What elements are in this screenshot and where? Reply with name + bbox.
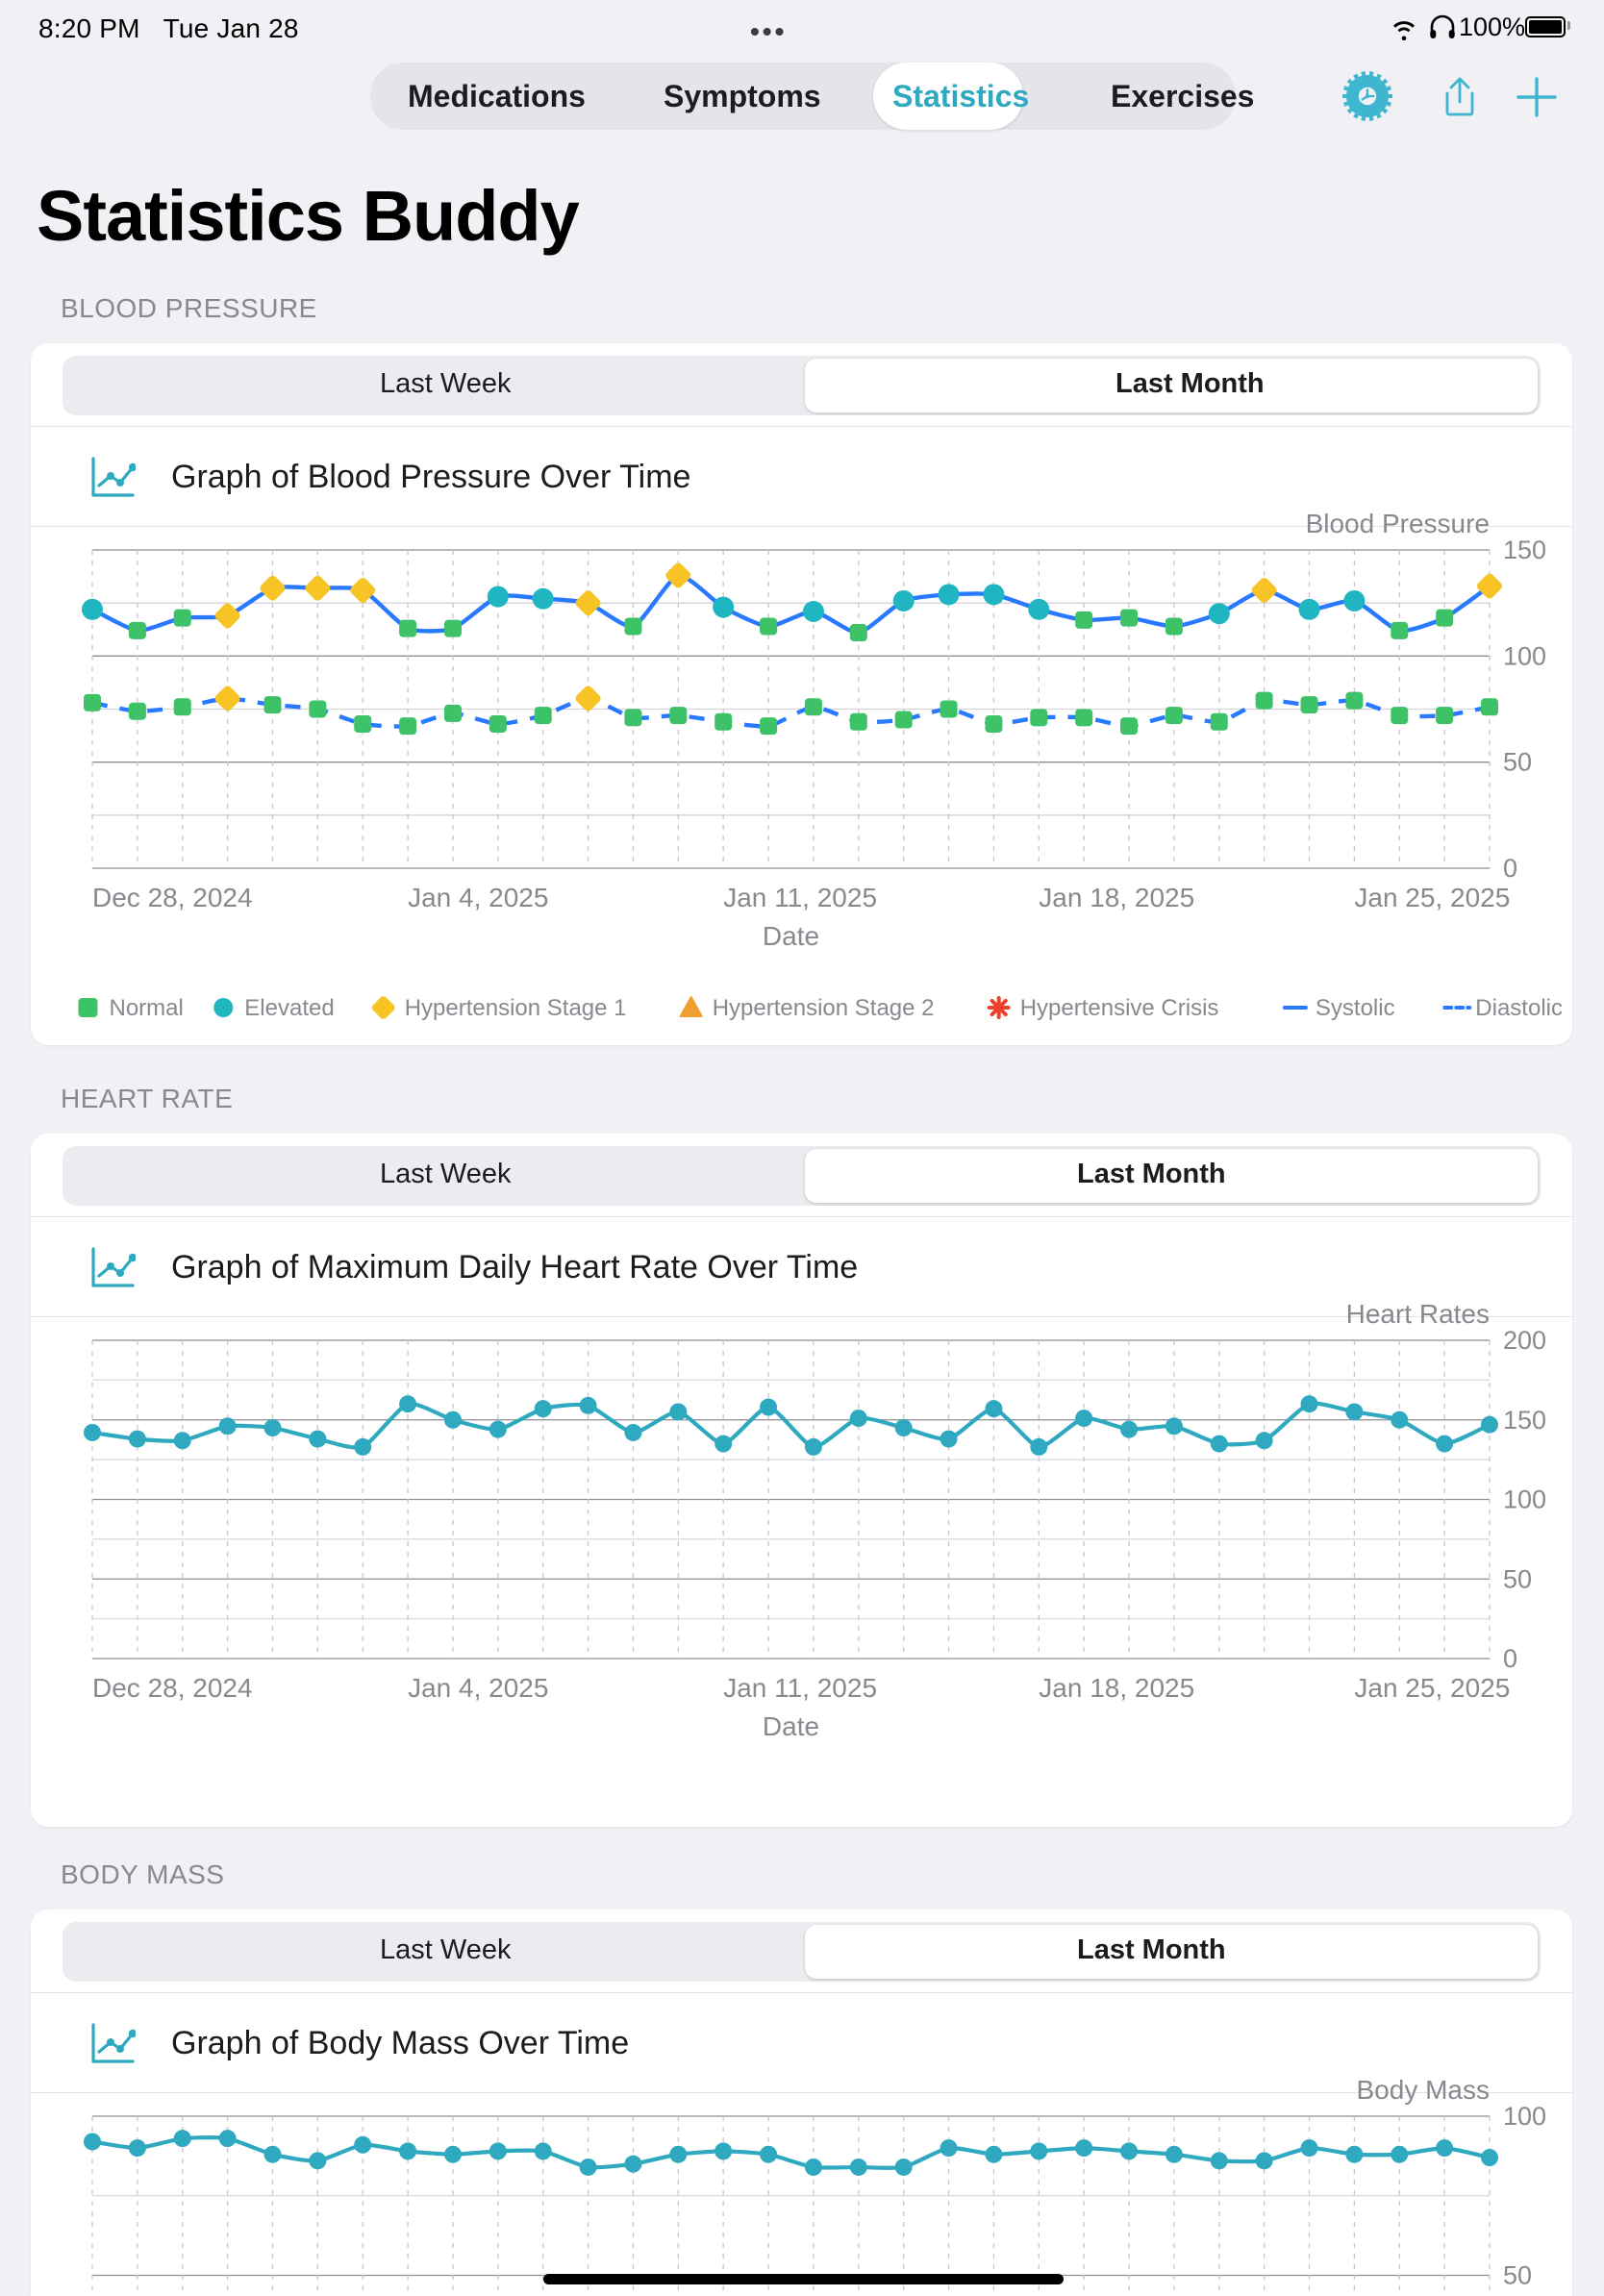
svg-text:Hypertension Stage 2: Hypertension Stage 2 xyxy=(713,995,935,1021)
svg-text:Date: Date xyxy=(763,921,819,951)
svg-text:Body Mass: Body Mass xyxy=(1357,2075,1491,2105)
svg-text:Systolic: Systolic xyxy=(1316,995,1395,1021)
svg-text:Hypertension Stage 1: Hypertension Stage 1 xyxy=(405,995,627,1021)
svg-text:Heart Rates: Heart Rates xyxy=(1346,1299,1490,1329)
svg-text:Jan 4, 2025: Jan 4, 2025 xyxy=(408,1673,548,1703)
svg-text:Date: Date xyxy=(763,1711,819,1741)
svg-text:Diastolic: Diastolic xyxy=(1475,995,1563,1021)
svg-text:Jan 25, 2025: Jan 25, 2025 xyxy=(1354,1673,1510,1703)
svg-text:50: 50 xyxy=(1503,2261,1532,2290)
svg-text:Jan 18, 2025: Jan 18, 2025 xyxy=(1039,1673,1194,1703)
svg-text:100: 100 xyxy=(1503,2102,1546,2131)
svg-text:Jan 25, 2025: Jan 25, 2025 xyxy=(1354,883,1510,912)
svg-text:50: 50 xyxy=(1503,748,1532,777)
svg-text:100: 100 xyxy=(1503,1485,1546,1514)
svg-text:50: 50 xyxy=(1503,1564,1532,1593)
svg-text:150: 150 xyxy=(1503,1406,1546,1435)
svg-text:Jan 18, 2025: Jan 18, 2025 xyxy=(1039,883,1194,912)
svg-text:100: 100 xyxy=(1503,641,1546,670)
svg-text:Dec 28, 2024: Dec 28, 2024 xyxy=(92,1673,253,1703)
svg-text:Jan 11, 2025: Jan 11, 2025 xyxy=(723,883,877,912)
svg-text:Jan 4, 2025: Jan 4, 2025 xyxy=(408,883,548,912)
svg-text:Hypertensive Crisis: Hypertensive Crisis xyxy=(1020,995,1219,1021)
svg-text:Blood Pressure: Blood Pressure xyxy=(1306,509,1490,538)
svg-text:0: 0 xyxy=(1503,1644,1517,1673)
svg-text:Jan 11, 2025: Jan 11, 2025 xyxy=(723,1673,877,1703)
svg-text:Normal: Normal xyxy=(110,995,184,1021)
svg-text:Elevated: Elevated xyxy=(244,995,334,1021)
svg-text:Dec 28, 2024: Dec 28, 2024 xyxy=(92,883,253,912)
svg-text:0: 0 xyxy=(1503,854,1517,883)
svg-text:200: 200 xyxy=(1503,1326,1546,1355)
svg-text:150: 150 xyxy=(1503,536,1546,564)
